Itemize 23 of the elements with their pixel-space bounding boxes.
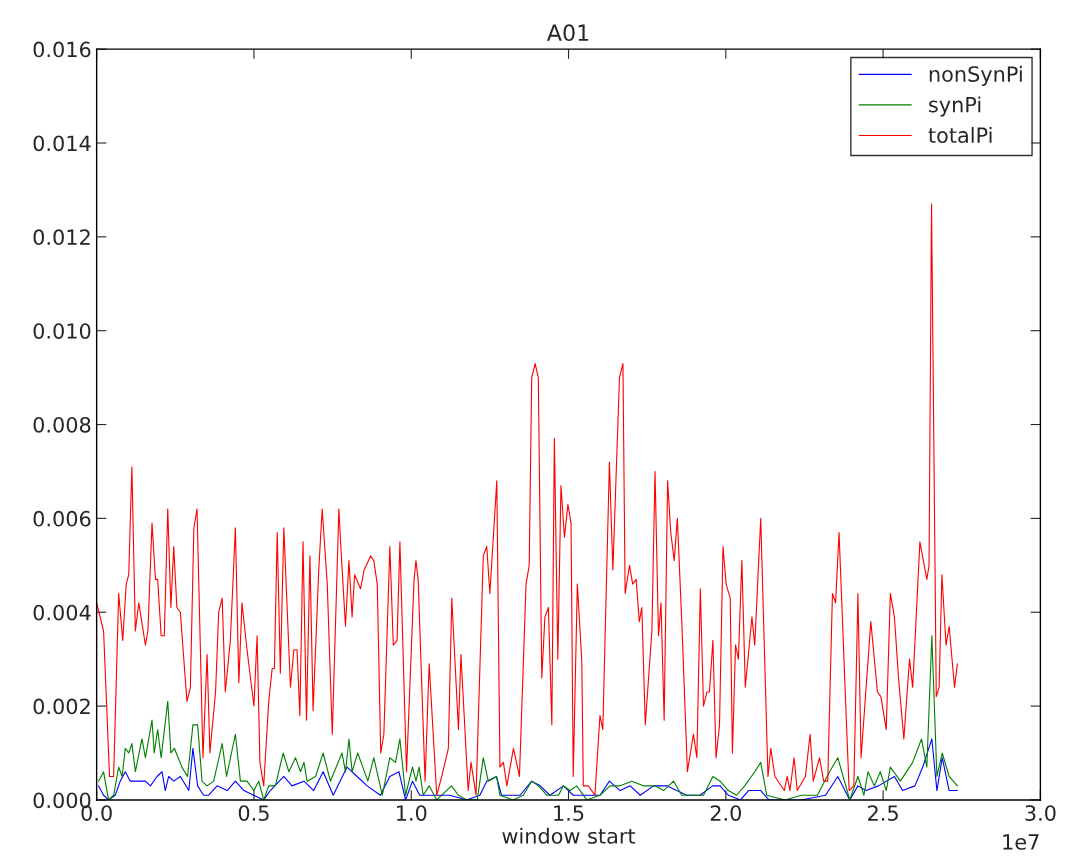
line-series xyxy=(97,635,958,800)
x-tick-label: 2.0 xyxy=(710,805,741,821)
x-axis-title: window start xyxy=(502,827,636,844)
x-tick-label: 1.0 xyxy=(396,805,427,821)
y-tick-label: 0.010 xyxy=(33,323,91,339)
y-tick-label: 0.008 xyxy=(33,416,91,433)
y-tick-label: 0.012 xyxy=(33,229,90,246)
text: 1e7 xyxy=(1003,834,1039,850)
y-tick-label: 0.002 xyxy=(33,698,90,715)
legend-label: synPi xyxy=(929,96,981,117)
y-tick-label: 0.016 xyxy=(33,41,91,58)
y-tick-label: 0.006 xyxy=(33,510,91,527)
x-tick-label: 2.5 xyxy=(868,805,898,821)
y-tick-label: 0.004 xyxy=(33,604,91,621)
line-series xyxy=(96,203,958,796)
chart-title: A01 xyxy=(546,24,589,42)
line-series xyxy=(97,738,958,800)
legend-label: totalPi xyxy=(928,126,992,144)
y-tick-label: 0.014 xyxy=(33,135,91,152)
x-tick-label: 1.5 xyxy=(554,805,584,821)
x-tick-label: 0.5 xyxy=(238,805,269,821)
legend-label: nonSynPi xyxy=(929,65,1022,86)
x-tick-label: 3.0 xyxy=(1025,805,1056,821)
